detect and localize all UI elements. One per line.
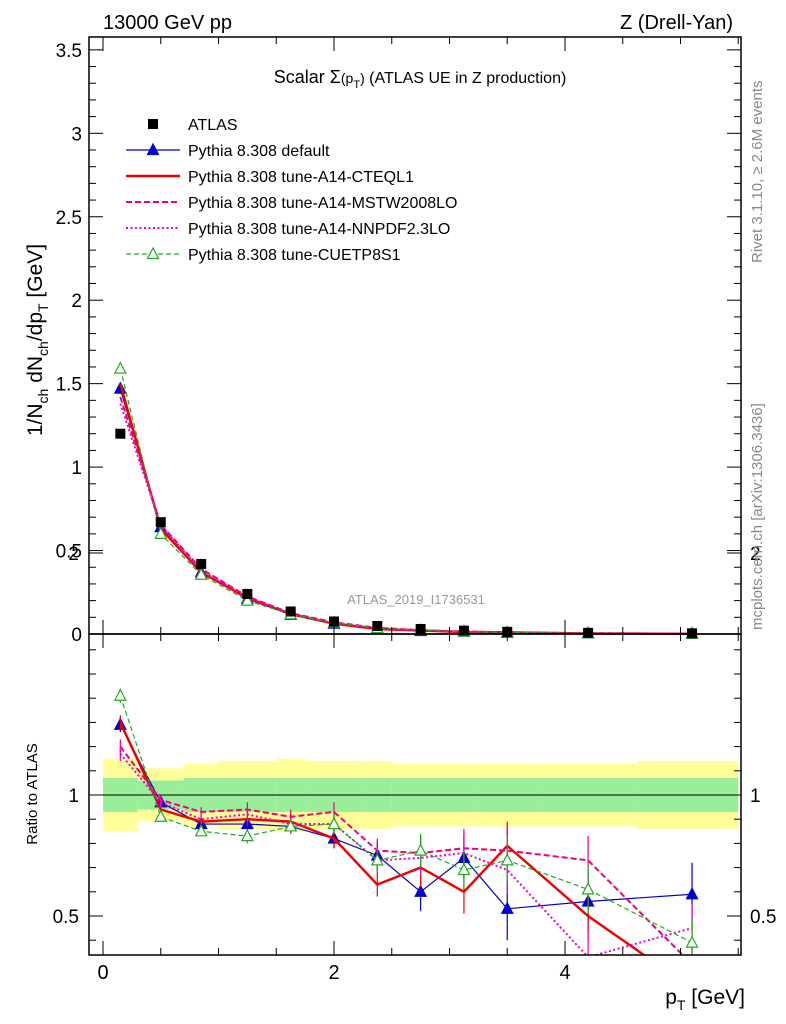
ratio-marker-4-4 bbox=[284, 819, 298, 832]
atlas-data-point-8 bbox=[458, 625, 469, 636]
title-prefix: Scalar bbox=[274, 67, 330, 87]
y-axis-label-ratio: Ratio to ATLAS bbox=[24, 743, 41, 844]
atlas-data-point-2 bbox=[196, 558, 207, 569]
ratio-series-line-4 bbox=[119, 695, 693, 944]
x-tick-label: 0 bbox=[97, 962, 108, 984]
atlas-data-point-6 bbox=[372, 620, 383, 631]
side-text-rivet: Rivet 3.1.10, ≥ 2.6M events bbox=[749, 81, 766, 264]
main-series-line-5 bbox=[119, 368, 693, 635]
main-y-tick-label: 1 bbox=[71, 458, 82, 479]
legend-entry-2: Pythia 8.308 tune-A14-CTEQL1 bbox=[126, 169, 414, 186]
atlas-data-point-1 bbox=[155, 517, 166, 528]
ratio-series-line-3 bbox=[119, 753, 693, 955]
main-marker-5-1 bbox=[154, 526, 168, 539]
ratio-y-tick-label: 1 bbox=[68, 786, 79, 807]
ratio-marker-4-1 bbox=[154, 809, 168, 822]
legend-label: Pythia 8.308 tune-A14-CTEQL1 bbox=[188, 169, 414, 186]
atlas-data-point-10 bbox=[583, 627, 594, 638]
legend-label: Pythia 8.308 tune-CUETP8S1 bbox=[188, 247, 401, 264]
legend-entry-3: Pythia 8.308 tune-A14-MSTW2008LO bbox=[126, 195, 457, 212]
ylabel-sub3: T bbox=[35, 303, 51, 312]
main-y-tick-label: 0.5 bbox=[56, 542, 82, 563]
ratio-marker-4-7 bbox=[414, 843, 428, 856]
ylabel-part3: /dp bbox=[24, 312, 47, 341]
title-sigma: Σ bbox=[330, 67, 341, 87]
ratio-marker-4-0 bbox=[113, 688, 127, 701]
axes: 0 2 4 0 0.5 1 1.5 2 2.5 3 3.5 0.5 0.5 1 1 2 2 bbox=[53, 37, 776, 984]
ratio-marker-4-3 bbox=[240, 828, 254, 842]
ratio-y-tick-label-right: 1 bbox=[750, 786, 761, 807]
ratio-series-line-2 bbox=[119, 745, 685, 955]
ratio-clipped-group bbox=[113, 688, 699, 955]
ratio-y-tick-label: 0.5 bbox=[53, 907, 79, 928]
header-right: Z (Drell-Yan) bbox=[620, 12, 733, 34]
ratio-y-tick-label: 2 bbox=[68, 544, 79, 565]
legend-entry-1: Pythia 8.308 default bbox=[126, 142, 330, 160]
legend-entry-4: Pythia 8.308 tune-A14-NNPDF2.3LO bbox=[126, 221, 450, 238]
legend-entry-5: Pythia 8.308 tune-CUETP8S1 bbox=[126, 246, 401, 264]
ratio-y-tick-label-right: 2 bbox=[750, 544, 761, 565]
ratio-series-group bbox=[113, 688, 699, 955]
legend-label: Pythia 8.308 tune-A14-MSTW2008LO bbox=[188, 195, 457, 212]
ratio-series-line-1 bbox=[119, 721, 647, 955]
plot-title: Scalar Σ(pT) (ATLAS UE in Z production) bbox=[274, 67, 567, 91]
ratio-marker-0-7 bbox=[414, 884, 428, 897]
main-marker-5-0 bbox=[113, 361, 127, 374]
atlas-data-point-3 bbox=[242, 588, 253, 599]
ratio-marker-4-8 bbox=[457, 862, 471, 876]
xlabel-sub: T bbox=[677, 997, 686, 1013]
legend-swatch-marker bbox=[146, 246, 160, 260]
ylabel-sub1: ch bbox=[35, 389, 51, 404]
main-frame bbox=[88, 36, 742, 635]
ratio-marker-0-11 bbox=[685, 886, 699, 900]
legend-label: Pythia 8.308 tune-A14-NNPDF2.3LO bbox=[188, 221, 450, 238]
atlas-data-point-4 bbox=[285, 606, 296, 617]
xlabel-rest: [GeV] bbox=[685, 986, 745, 1009]
legend-label: Pythia 8.308 default bbox=[188, 143, 330, 160]
title-arg-close: ) bbox=[360, 70, 365, 86]
main-y-tick-label: 3.5 bbox=[56, 41, 82, 62]
y-axis-label-main: 1/Nch dNch/dpT [GeV] bbox=[24, 244, 51, 436]
x-axis-label: pT [GeV] bbox=[665, 986, 745, 1013]
legend-entry-0: ATLAS bbox=[148, 117, 238, 134]
ratio-marker-4-2 bbox=[194, 824, 208, 837]
analysis-id: ATLAS_2019_I1736531 bbox=[347, 592, 485, 607]
legend: ATLAS Pythia 8.308 default Pythia 8.308 tu… bbox=[126, 117, 457, 264]
atlas-data-point-0 bbox=[115, 428, 126, 439]
main-y-tick-label: 3 bbox=[71, 124, 82, 145]
main-y-tick-label: 1.5 bbox=[56, 375, 82, 396]
main-marker-5-2 bbox=[194, 567, 208, 580]
legend-swatch-square bbox=[148, 119, 158, 129]
xlabel-p: p bbox=[665, 986, 677, 1009]
main-y-tick-label: 2.5 bbox=[56, 208, 82, 229]
ratio-marker-0-9 bbox=[500, 901, 514, 914]
main-y-tick-label: 0 bbox=[71, 625, 82, 646]
ratio-marker-4-5 bbox=[327, 816, 341, 830]
ylabel-part4: [GeV] bbox=[24, 244, 47, 304]
title-arg: (p bbox=[341, 70, 354, 86]
header-left: 13000 GeV pp bbox=[103, 12, 232, 34]
atlas-data-point-7 bbox=[415, 623, 426, 634]
title-arg-sub: T bbox=[353, 79, 360, 91]
side-text-mcplots: mcplots.cern.ch [arXiv:1306.3436] bbox=[749, 403, 766, 630]
main-marker-5-3 bbox=[240, 593, 254, 606]
ylabel-sub2: ch bbox=[35, 341, 51, 356]
ylabel-part2: dN bbox=[24, 356, 47, 389]
main-y-tick-label: 2 bbox=[71, 291, 82, 312]
x-tick-label: 4 bbox=[559, 962, 570, 984]
ylabel-part1: 1/N bbox=[24, 403, 47, 436]
ratio-marker-4-10 bbox=[581, 882, 595, 895]
main-series-line-3 bbox=[119, 396, 693, 635]
legend-label: ATLAS bbox=[188, 117, 238, 134]
ratio-marker-4-6 bbox=[370, 853, 384, 866]
ratio-marker-4-11 bbox=[685, 935, 699, 948]
ratio-marker-4-9 bbox=[500, 853, 514, 866]
ratio-panel bbox=[89, 758, 741, 832]
ratio-y-tick-label-right: 0.5 bbox=[750, 907, 776, 928]
legend-swatch-marker bbox=[146, 142, 160, 156]
x-tick-label: 2 bbox=[328, 962, 339, 984]
title-suffix: (ATLAS UE in Z production) bbox=[365, 70, 567, 87]
